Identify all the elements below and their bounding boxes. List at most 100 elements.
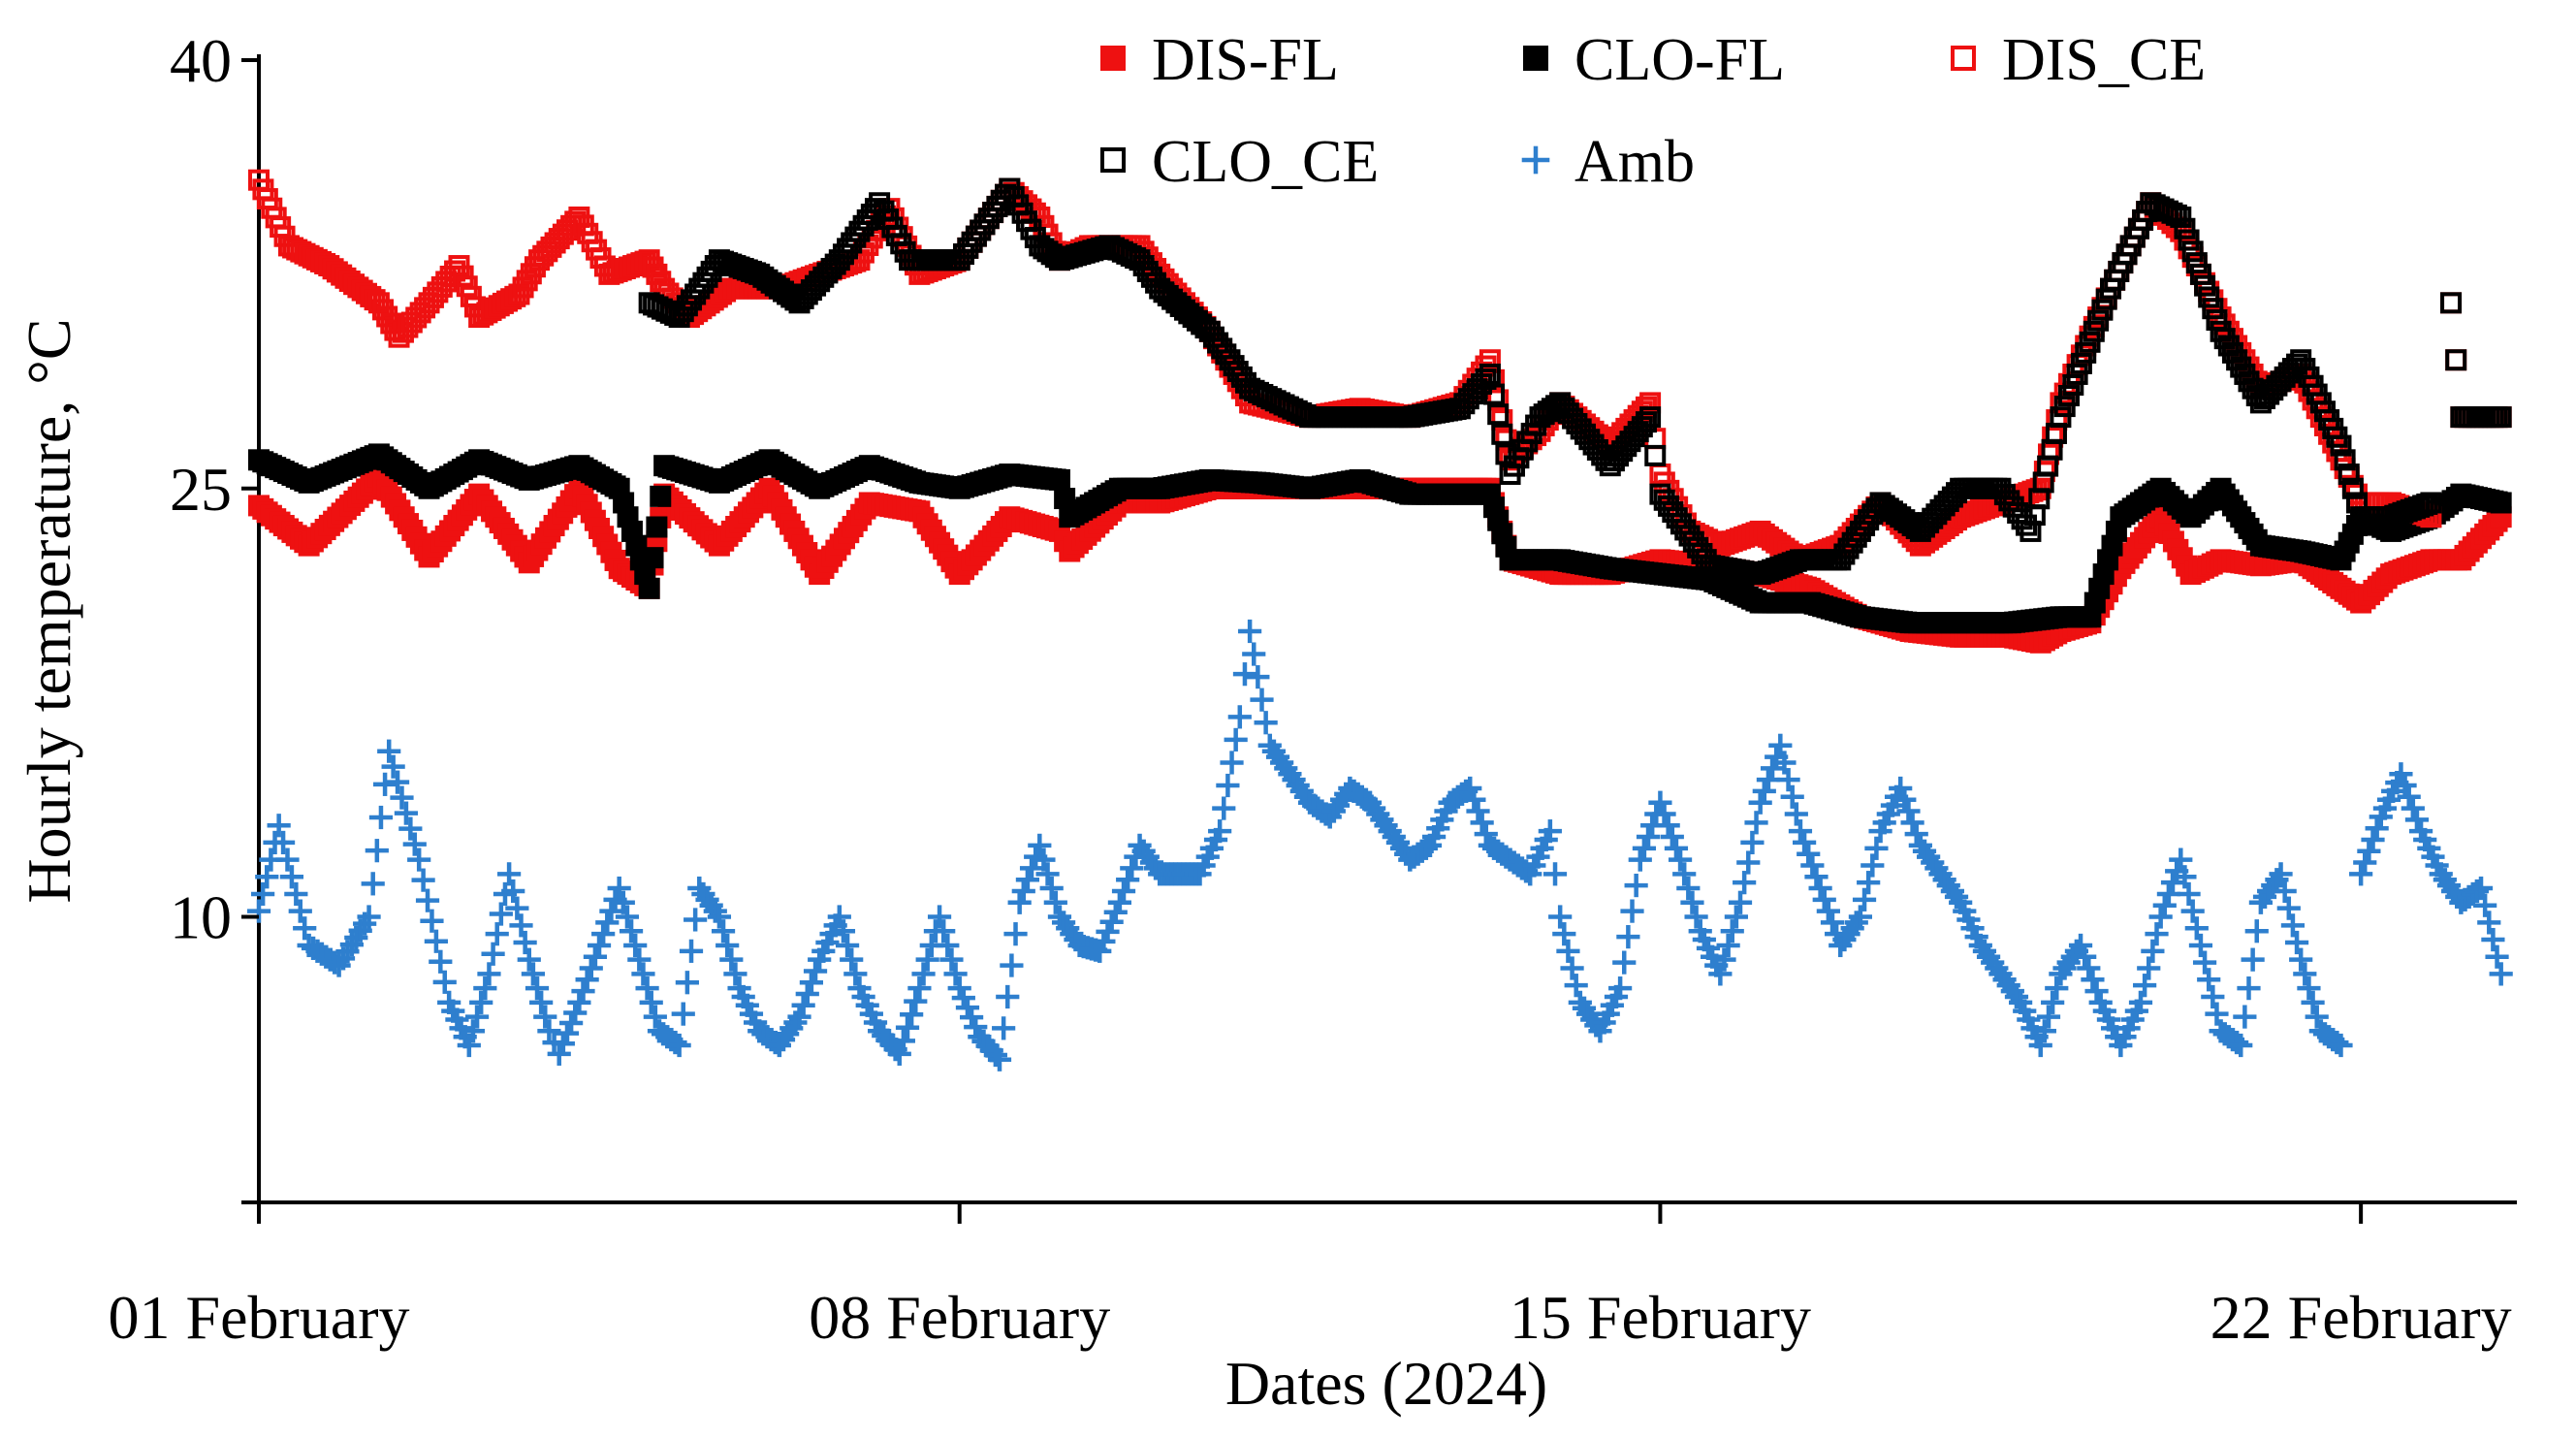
data-point	[2192, 950, 2217, 975]
data-point	[1652, 802, 1676, 826]
data-point	[895, 1015, 920, 1039]
data-point	[575, 968, 599, 992]
data-point	[1220, 751, 1244, 775]
data-point	[2133, 974, 2157, 998]
data-point	[1458, 776, 1482, 801]
data-point	[1784, 802, 1808, 826]
legend: DIS-FL CLO-FL DIS_CE CLO_CE Amb	[1100, 27, 2206, 195]
data-point	[992, 1016, 1016, 1040]
data-point	[2170, 206, 2192, 228]
data-point	[2156, 881, 2181, 907]
data-point	[415, 888, 440, 912]
data-point	[2087, 309, 2110, 332]
data-point	[279, 865, 304, 889]
data-point	[2297, 976, 2321, 1001]
data-point	[432, 970, 457, 994]
data-point	[357, 905, 381, 929]
data-point	[2077, 956, 2101, 980]
data-point	[398, 816, 423, 841]
data-point	[1628, 847, 1652, 872]
data-point	[650, 485, 672, 507]
y-tick-label: 25	[170, 455, 232, 524]
data-point	[1608, 976, 1633, 1001]
data-point	[2137, 956, 2161, 980]
data-point	[1238, 619, 1262, 644]
data-point	[639, 990, 663, 1014]
data-point	[675, 971, 699, 995]
data-point	[429, 949, 453, 974]
data-point	[2185, 252, 2208, 274]
data-point	[1208, 819, 1232, 844]
data-point	[1740, 830, 1765, 855]
data-point	[1797, 842, 1821, 866]
x-tick-label: 22 February	[2210, 1283, 2512, 1352]
data-point	[2293, 962, 2317, 986]
data-point	[1904, 821, 1928, 847]
legend-item: DIS-FL	[1100, 27, 1339, 93]
data-point	[1892, 787, 1917, 812]
data-point	[1768, 733, 1793, 757]
data-point	[1852, 887, 1877, 911]
legend-label: CLO-FL	[1574, 27, 1785, 93]
legend-marker	[1951, 46, 1976, 71]
data-point	[1800, 853, 1825, 878]
data-point	[2490, 492, 2512, 514]
data-point	[1000, 953, 1024, 977]
data-point	[2174, 217, 2196, 240]
legend-item: CLO_CE	[1100, 129, 1379, 195]
data-point	[537, 1019, 561, 1043]
data-point	[555, 1021, 580, 1045]
data-point	[529, 990, 554, 1014]
data-point	[667, 1033, 691, 1058]
data-point	[1812, 887, 1836, 911]
data-point	[2180, 899, 2205, 923]
data-point	[293, 916, 317, 941]
data-point	[1644, 444, 1667, 466]
data-point	[525, 976, 550, 1001]
data-point	[2490, 406, 2512, 429]
data-point	[643, 1005, 667, 1029]
data-point	[473, 976, 497, 1001]
data-point	[2353, 850, 2377, 875]
data-point	[2084, 978, 2109, 1004]
data-point	[1007, 890, 1032, 914]
data-point	[247, 899, 271, 923]
data-point	[267, 814, 291, 838]
data-point	[1684, 905, 1708, 929]
data-point	[2081, 968, 2105, 992]
data-point	[2301, 990, 2325, 1014]
data-point	[2465, 879, 2489, 904]
data-point	[2225, 1030, 2249, 1055]
data-point	[1760, 756, 1785, 781]
data-point	[671, 1002, 695, 1026]
data-point	[1716, 933, 1740, 958]
data-point	[719, 947, 744, 972]
data-point	[1896, 799, 1921, 823]
data-point	[1548, 905, 1573, 929]
data-point	[255, 865, 279, 889]
data-point	[1664, 836, 1689, 860]
data-point	[2053, 396, 2076, 418]
data-point	[457, 1033, 481, 1058]
data-point	[646, 516, 668, 538]
data-point	[1116, 868, 1140, 892]
data-point	[2068, 933, 2093, 958]
data-point	[595, 911, 620, 935]
data-point	[2079, 331, 2101, 353]
data-point	[2229, 1033, 2253, 1058]
data-point	[284, 881, 308, 907]
data-point	[2341, 477, 2364, 499]
data-point	[2169, 847, 2193, 872]
data-point	[509, 913, 533, 938]
legend-label: DIS-FL	[1152, 27, 1339, 93]
data-point	[2269, 862, 2293, 886]
data-point	[402, 832, 427, 856]
data-point	[1808, 876, 1832, 901]
data-point	[2334, 449, 2356, 471]
data-point	[2481, 927, 2505, 952]
data-point	[1462, 787, 1486, 812]
data-point	[481, 942, 505, 966]
legend-marker	[1100, 46, 1126, 71]
data-point	[2276, 896, 2301, 920]
data-point	[900, 1003, 924, 1027]
